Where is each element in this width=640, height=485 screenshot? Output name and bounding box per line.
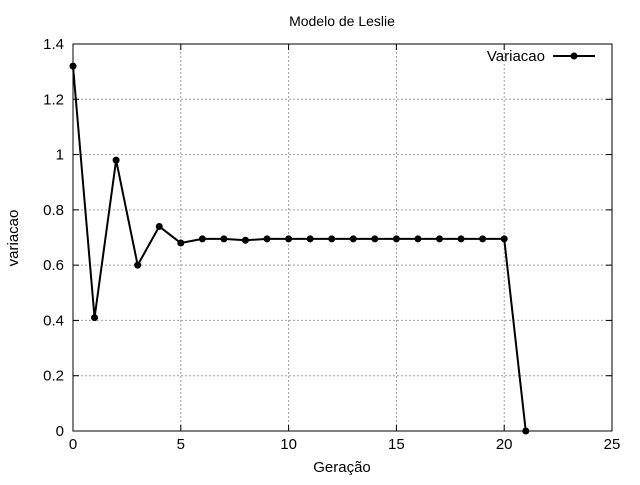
data-point — [220, 235, 228, 243]
data-point — [112, 156, 120, 164]
data-point — [522, 427, 530, 435]
data-point — [69, 62, 77, 70]
axis-ticks: 0 5 10 15 20 25 0 0.2 0.4 0.6 0.8 1 1.2 1.4 — [43, 36, 620, 453]
x-axis-label: Geração — [313, 459, 371, 476]
data-point — [457, 235, 465, 243]
data-point — [91, 314, 99, 322]
chart-title: Modelo de Leslie — [289, 13, 395, 29]
series-line — [72, 66, 527, 432]
x-tick-label: 15 — [388, 436, 405, 453]
x-tick-label: 20 — [496, 436, 513, 453]
data-point — [479, 235, 487, 243]
x-tick-label: 10 — [280, 436, 297, 453]
y-tick-label: 0.6 — [43, 257, 64, 274]
data-point — [306, 235, 314, 243]
data-point — [177, 239, 185, 247]
y-tick-label: 0 — [56, 423, 64, 440]
y-tick-label: 0.8 — [43, 202, 64, 219]
series-layer — [69, 62, 530, 435]
legend-marker — [570, 52, 578, 60]
data-point — [328, 235, 336, 243]
y-tick-label: 0.2 — [43, 368, 64, 385]
y-axis-label: variacao — [5, 210, 22, 267]
data-point — [241, 236, 249, 244]
data-point — [349, 235, 357, 243]
data-point — [392, 235, 400, 243]
plot-frame — [72, 43, 613, 432]
legend-label: Variacao — [487, 48, 545, 65]
x-tick-label: 25 — [604, 436, 621, 453]
y-tick-label: 1.4 — [43, 36, 64, 53]
y-tick-label: 0.4 — [43, 312, 64, 329]
data-point — [134, 261, 142, 269]
x-tick-label: 5 — [177, 436, 185, 453]
data-point — [155, 222, 163, 230]
data-point — [198, 235, 206, 243]
data-point — [371, 235, 379, 243]
data-point — [285, 235, 293, 243]
y-tick-label: 1.2 — [43, 91, 64, 108]
legend: Variacao — [487, 48, 595, 65]
x-tick-label: 0 — [69, 436, 77, 453]
data-point — [436, 235, 444, 243]
data-point — [500, 235, 508, 243]
y-tick-label: 1 — [56, 147, 64, 164]
data-point — [414, 235, 422, 243]
data-point — [263, 235, 271, 243]
